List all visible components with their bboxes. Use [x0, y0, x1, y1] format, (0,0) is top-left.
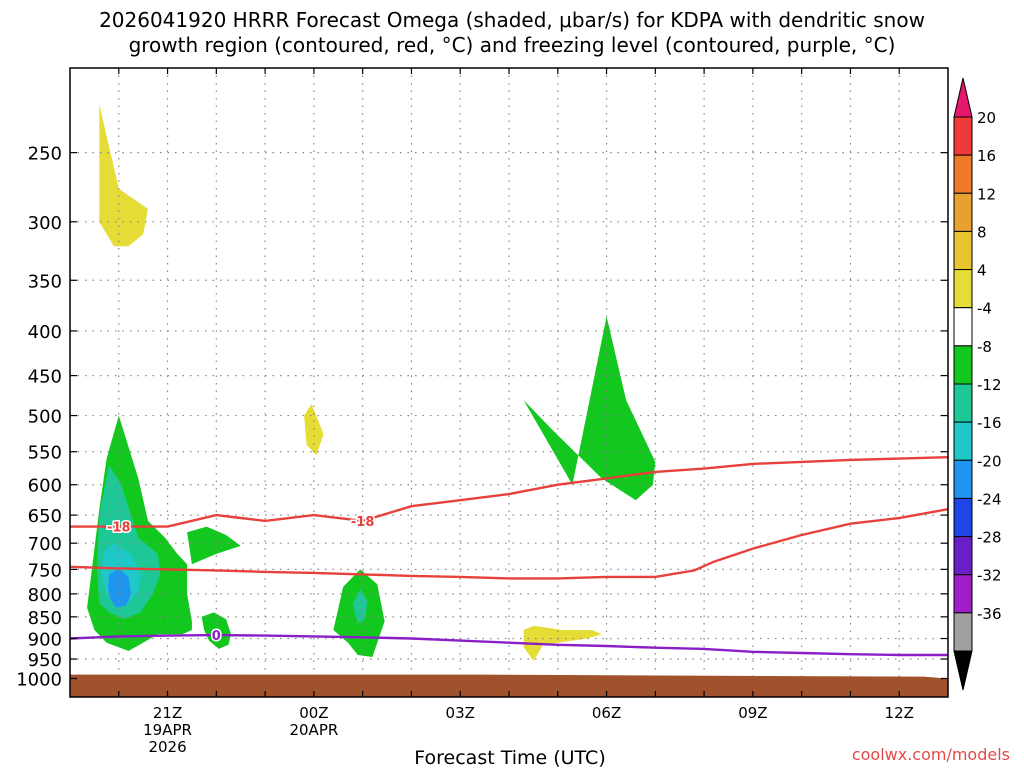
colorbar-label: 16	[977, 147, 996, 165]
plot-inner: -18 -18 0	[70, 68, 948, 697]
colorbar-label: 4	[977, 262, 987, 280]
x-tick-label: 00Z	[299, 704, 328, 722]
x-tick-label: 2026	[148, 738, 186, 756]
omega-region	[187, 526, 241, 565]
y-tick-label: 300	[28, 213, 62, 234]
colorbar-swatch	[953, 269, 973, 309]
colorbar-label: 12	[977, 185, 996, 203]
y-tick-label: 500	[28, 407, 62, 428]
colorbar-label: 8	[977, 223, 987, 241]
x-tick-label: 20APR	[289, 721, 338, 739]
dgz-contour	[70, 456, 948, 528]
dgz-contour	[70, 508, 948, 580]
colorbar-label: -36	[977, 605, 1002, 623]
colorbar-swatch	[953, 345, 973, 385]
colorbar-swatch	[953, 307, 973, 347]
colorbar-swatch	[953, 459, 973, 499]
colorbar-label: -8	[977, 338, 992, 356]
colorbar-label: -4	[977, 300, 992, 318]
y-tick-label: 250	[28, 144, 62, 165]
omega-region	[523, 316, 656, 501]
freezing-level-contour-label: 0	[212, 629, 221, 644]
y-tick-label: 350	[28, 271, 62, 292]
colorbar-swatch	[953, 383, 973, 423]
colorbar-swatch	[953, 230, 973, 271]
colorbar-swatch	[953, 536, 973, 576]
colorbar-label: 20	[977, 109, 996, 127]
y-tick-label: 1000	[16, 669, 62, 690]
omega-region	[352, 589, 368, 624]
plot-area: -18 -18 0 250 300 350 400 450 500 550 600 650 700 750…	[16, 67, 949, 756]
omega-region	[304, 404, 324, 456]
colorbar-swatch	[953, 154, 973, 194]
watermark: coolwx.com/models	[852, 745, 1010, 764]
colorbar-overflow-bottom	[953, 650, 973, 691]
y-tick-label: 800	[28, 585, 62, 606]
dgz-contour-label: -18	[351, 515, 375, 530]
x-tick-label: 19APR	[143, 721, 192, 739]
x-tick-label: 21Z	[153, 704, 182, 722]
x-tick-label: 03Z	[446, 704, 475, 722]
y-tick-label: 400	[28, 322, 62, 343]
colorbar-swatch	[953, 421, 973, 461]
dgz-contour-label: -18	[107, 521, 131, 536]
y-tick-label: 550	[28, 443, 62, 464]
colorbar-swatch	[953, 497, 973, 538]
omega-region	[108, 568, 131, 608]
x-tick-label: 09Z	[738, 704, 767, 722]
y-tick-label: 850	[28, 608, 62, 629]
y-tick-label: 950	[28, 650, 62, 671]
y-tick-label: 900	[28, 630, 62, 651]
colorbar-swatch	[953, 116, 973, 156]
y-tick-label: 750	[28, 560, 62, 581]
y-tick-label: 700	[28, 534, 62, 555]
chart-title-line2: growth region (contoured, red, °C) and f…	[129, 33, 896, 57]
colorbar-label: -32	[977, 567, 1002, 585]
colorbar-overflow-top	[953, 77, 973, 118]
x-tick-label: 12Z	[885, 704, 914, 722]
colorbar-label: -20	[977, 452, 1002, 470]
x-tick-label: 06Z	[592, 704, 621, 722]
omega-region	[523, 625, 602, 661]
y-tick-label: 650	[28, 506, 62, 527]
plot-frame	[69, 67, 949, 698]
colorbar-swatch	[953, 192, 973, 232]
colorbar-swatch	[953, 574, 973, 614]
chart-title-line1: 2026041920 HRRR Forecast Omega (shaded, …	[99, 8, 925, 32]
colorbar-label: -28	[977, 529, 1002, 547]
y-tick-label: 450	[28, 367, 62, 388]
gridlines	[70, 68, 948, 697]
colorbar: 20 16 12 8 4 -4 -8 -12 -16 -20 -24 -28 -32 -36	[953, 77, 1002, 691]
colorbar-label: -24	[977, 490, 1002, 508]
freezing-level-contour	[70, 633, 948, 657]
omega-region	[99, 104, 148, 247]
colorbar-swatch	[953, 612, 973, 652]
y-tick-label: 600	[28, 476, 62, 497]
colorbar-label: -12	[977, 376, 1002, 394]
ground-terrain	[70, 674, 948, 697]
colorbar-label: -16	[977, 414, 1002, 432]
x-axis-label: Forecast Time (UTC)	[414, 747, 605, 768]
